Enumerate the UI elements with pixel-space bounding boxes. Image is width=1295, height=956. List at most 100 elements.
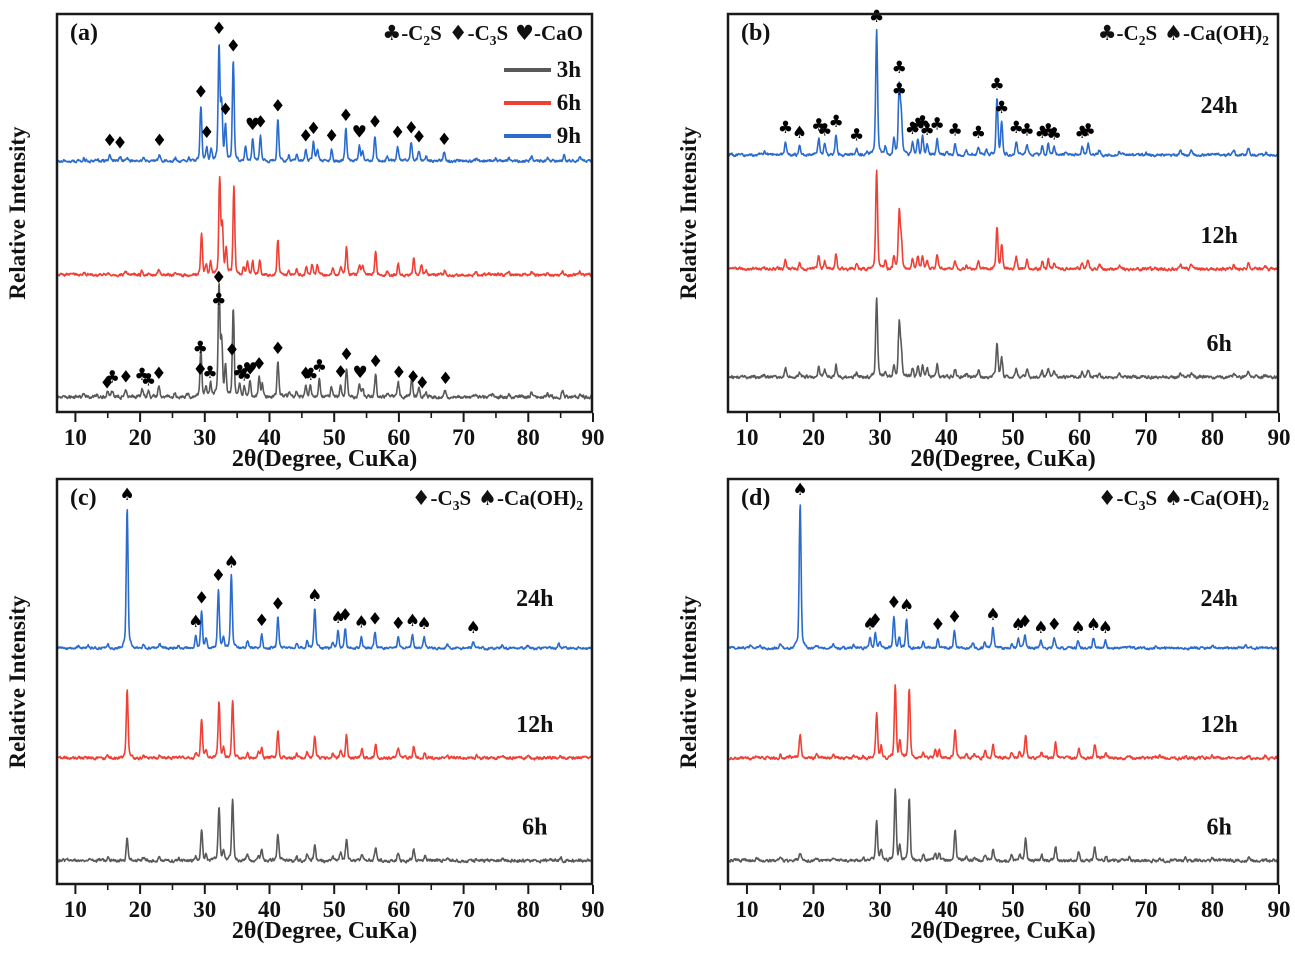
curves-group	[728, 28, 1278, 380]
legend-phase-item: ♥-CaO	[515, 21, 583, 45]
x-tick-label: 90	[582, 425, 605, 450]
club-marker-icon: ♣	[920, 120, 935, 140]
x-tick-label: 80	[1201, 897, 1224, 922]
diamond-marker-icon: ♦	[99, 374, 114, 394]
x-tick-label: 20	[129, 425, 152, 450]
club-marker-icon: ♣	[930, 115, 945, 135]
legend-phase-item: ♦-C3S	[411, 486, 472, 514]
spade-marker-icon: ♠	[792, 123, 807, 143]
club-marker-icon: ♣	[994, 98, 1009, 118]
club-marker-icon: ♣	[892, 80, 907, 100]
spade-marker-icon: ♠	[1098, 618, 1113, 638]
x-tick-label: 30	[868, 897, 891, 922]
diamond-marker-icon: ♦	[1017, 612, 1032, 632]
plot-frame	[726, 12, 1280, 414]
x-axis-label: 2θ(Degree, CuKa)	[910, 446, 1096, 472]
club-marker-icon: ♣	[817, 121, 832, 141]
xrd-curve-3h	[57, 282, 592, 400]
x-tick-label: 40	[258, 897, 281, 922]
diamond-marker-icon: ♦	[338, 605, 353, 625]
club-marker-icon: ♣	[892, 58, 907, 78]
diamond-marker-icon: ♦	[868, 610, 883, 630]
diamond-marker-icon: ♦	[338, 106, 353, 126]
diamond-marker-icon: ♦	[368, 352, 383, 372]
xrd-curve-24h	[728, 28, 1278, 158]
x-tick-label: 60	[387, 897, 410, 922]
x-tick-label: 50	[1001, 897, 1024, 922]
diamond-marker-icon: ♦	[298, 364, 313, 384]
diamond-marker-icon: ♦	[270, 594, 285, 614]
club-marker-icon: ♣	[237, 366, 252, 386]
spade-marker-icon: ♠	[1011, 615, 1026, 635]
x-axis-label: 2θ(Degree, CuKa)	[231, 446, 418, 472]
diamond-marker-icon: ♦	[226, 37, 241, 57]
x-tick-label: 40	[935, 897, 958, 922]
panel-letter: (b)	[741, 20, 771, 46]
diamond-marker-icon: ♦	[270, 97, 285, 117]
diamond-marker-icon: ♦	[404, 118, 419, 138]
x-tick-label: 20	[129, 897, 152, 922]
club-marker-icon: ♣	[193, 338, 208, 358]
club-marker-icon: ♣	[202, 363, 217, 383]
diamond-marker-icon: ♦	[1047, 615, 1062, 635]
diamond-marker-icon: ♦	[211, 268, 226, 288]
legend-line-label: 6h	[556, 90, 581, 115]
spade-marker-icon: ♠	[120, 485, 135, 505]
diamond-marker-icon: ♦	[112, 133, 127, 153]
spade-marker-icon: ♠	[307, 586, 322, 606]
diamond-marker-icon: ♦	[333, 363, 348, 383]
plot-area-c: 6h 12h 24h ♠ ♠ ♦ ♦ ♠ ♦ ♦ ♠ ♠ ♦ ♠ ♦ ♦ ♠ ♠ ♠ 10 20 30 40 50 60 70 80…	[55, 477, 605, 922]
xrd-curve-6h	[728, 788, 1278, 864]
x-tick-label: 70	[1134, 897, 1157, 922]
diamond-marker-icon: ♦	[438, 369, 453, 389]
club-marker-icon: ♣	[1041, 121, 1056, 141]
series-time-label: 24h	[1200, 586, 1237, 612]
club-marker-icon: ♣	[989, 75, 1004, 95]
spade-marker-icon: ♠	[1071, 618, 1086, 638]
diamond-marker-icon: ♦	[152, 131, 167, 151]
diamond-marker-icon: ♦	[211, 566, 226, 586]
xrd-curve-12h	[728, 169, 1278, 272]
y-axis-label: Relative Intensity	[5, 594, 30, 769]
diamond-marker-icon: ♦	[437, 130, 452, 150]
x-tick-label: 70	[1134, 425, 1157, 450]
spade-marker-icon: ♠	[330, 608, 345, 628]
legend-phase-item: ♠-Ca(OH)2	[1164, 21, 1269, 49]
club-marker-icon: ♣	[211, 290, 226, 310]
legend-lines: 3h 6h 9h	[503, 53, 581, 152]
club-marker-icon: ♣	[1047, 124, 1062, 144]
x-tick-label: 40	[935, 425, 958, 450]
club-icon: ♣	[1097, 21, 1117, 45]
club-marker-icon: ♣	[1075, 123, 1090, 143]
club-icon: ♣	[382, 21, 402, 45]
legend-phase-item: ♣-C2S	[382, 21, 442, 49]
legend-phase-item: ♦-C3S	[1097, 486, 1158, 514]
diamond-marker-icon: ♦	[391, 363, 406, 383]
y-axis-label: Relative Intensity	[676, 594, 701, 769]
diamond-marker-icon: ♦	[339, 345, 354, 365]
diamond-marker-icon: ♦	[390, 123, 405, 143]
heart-marker-icon: ♥	[245, 115, 260, 135]
legend-phases: ♣-C2S ♦-C3S ♥-CaO	[375, 21, 583, 49]
legend-line-swatch	[503, 67, 551, 72]
diamond-marker-icon: ♦	[406, 367, 421, 387]
spade-marker-icon: ♠	[417, 614, 432, 634]
xrd-curve-12h	[57, 689, 592, 761]
club-marker-icon: ♣	[134, 365, 149, 385]
curves-group	[728, 504, 1278, 864]
x-tick-label: 60	[387, 425, 410, 450]
club-marker-icon: ♣	[141, 370, 156, 390]
spade-marker-icon: ♠	[862, 615, 877, 635]
plot-frame	[55, 477, 594, 886]
plot-area-a: ♦ ♦ ♦ ♦ ♦ ♦ ♦ ♦ ♥ ♦ ♦ ♦ ♦ ♦ ♦ ♥ ♦ ♦ ♦ ♦ ♦ ♦ ♣ ♦ ♣ ♣ ♦ ♣ ♦ ♣ ♦ ♣ ♦ ♣ ♣ ♥ ♦ ♦ ♦ ♣…	[55, 12, 605, 450]
series-time-label: 12h	[1200, 712, 1237, 738]
club-marker-icon: ♣	[811, 116, 826, 136]
diamond-marker-icon: ♦	[218, 100, 233, 120]
panel-letter: (a)	[70, 20, 98, 46]
club-marker-icon: ♣	[1035, 123, 1050, 143]
spade-icon: ♠	[478, 486, 497, 510]
heart-icon: ♥	[515, 21, 534, 45]
diamond-marker-icon: ♦	[118, 367, 133, 387]
legend-line-row: 3h	[503, 53, 581, 86]
